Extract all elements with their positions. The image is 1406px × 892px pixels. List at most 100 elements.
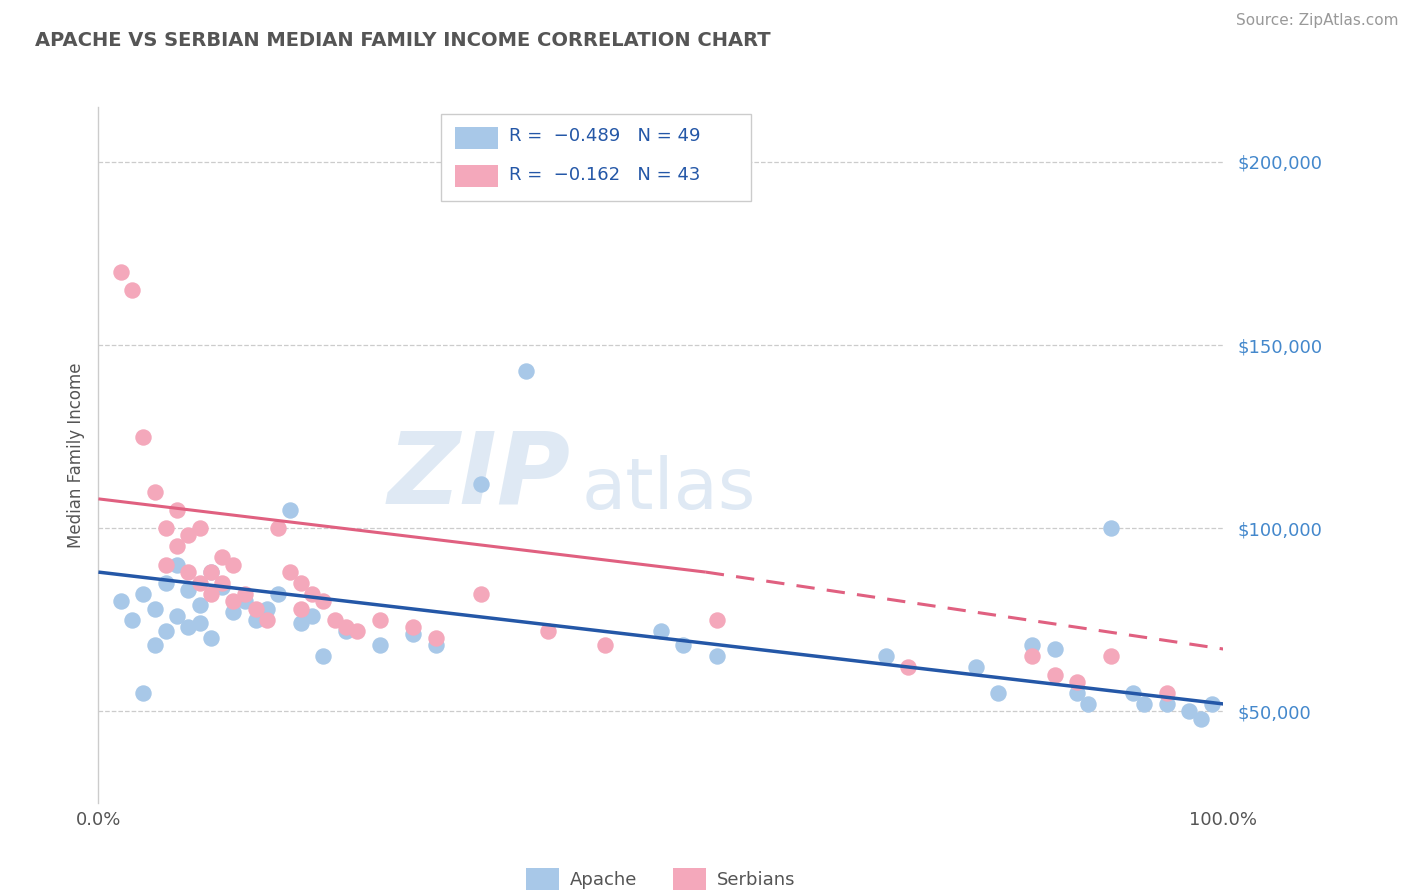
- Point: [335, 624, 357, 638]
- Point: [200, 565, 222, 579]
- Point: [1066, 675, 1088, 690]
- Point: [245, 601, 267, 615]
- Point: [425, 638, 447, 652]
- Point: [132, 587, 155, 601]
- Point: [166, 503, 188, 517]
- Point: [256, 613, 278, 627]
- Point: [368, 638, 391, 652]
- Point: [1156, 686, 1178, 700]
- Point: [1043, 642, 1066, 657]
- Point: [1077, 697, 1099, 711]
- Text: R =  −0.489   N = 49: R = −0.489 N = 49: [509, 128, 700, 145]
- Point: [1099, 521, 1122, 535]
- Point: [278, 503, 301, 517]
- Point: [267, 521, 290, 535]
- Point: [155, 521, 177, 535]
- Point: [211, 576, 233, 591]
- Point: [121, 613, 143, 627]
- Point: [312, 649, 335, 664]
- Point: [368, 613, 391, 627]
- Point: [222, 606, 245, 620]
- Point: [245, 613, 267, 627]
- Point: [290, 616, 312, 631]
- Point: [188, 576, 211, 591]
- Point: [143, 601, 166, 615]
- Point: [177, 583, 200, 598]
- Point: [166, 558, 188, 572]
- Point: [897, 660, 920, 674]
- Point: [166, 540, 188, 554]
- Point: [1178, 704, 1201, 718]
- Point: [537, 624, 560, 638]
- Point: [143, 484, 166, 499]
- Point: [132, 429, 155, 443]
- Point: [110, 265, 132, 279]
- Point: [166, 609, 188, 624]
- Y-axis label: Median Family Income: Median Family Income: [66, 362, 84, 548]
- Point: [278, 565, 301, 579]
- Point: [301, 609, 323, 624]
- Point: [200, 587, 222, 601]
- Point: [1201, 697, 1223, 711]
- Point: [188, 598, 211, 612]
- Point: [188, 616, 211, 631]
- Point: [256, 601, 278, 615]
- Point: [346, 624, 368, 638]
- Text: Source: ZipAtlas.com: Source: ZipAtlas.com: [1236, 13, 1399, 29]
- Point: [1043, 667, 1066, 681]
- Point: [233, 594, 256, 608]
- Point: [1021, 649, 1043, 664]
- Point: [402, 627, 425, 641]
- Point: [301, 587, 323, 601]
- Point: [155, 576, 177, 591]
- Text: ZIP: ZIP: [388, 427, 571, 524]
- Point: [1133, 697, 1156, 711]
- Point: [1099, 649, 1122, 664]
- Point: [110, 594, 132, 608]
- Point: [1122, 686, 1144, 700]
- Point: [177, 565, 200, 579]
- Point: [593, 638, 616, 652]
- Point: [267, 587, 290, 601]
- Point: [1021, 638, 1043, 652]
- Point: [672, 638, 695, 652]
- Text: R =  −0.162   N = 43: R = −0.162 N = 43: [509, 166, 700, 184]
- Point: [121, 283, 143, 297]
- Point: [335, 620, 357, 634]
- Point: [177, 528, 200, 542]
- Point: [1066, 686, 1088, 700]
- Point: [211, 580, 233, 594]
- Point: [155, 558, 177, 572]
- Point: [470, 587, 492, 601]
- Point: [1156, 697, 1178, 711]
- Point: [188, 521, 211, 535]
- Point: [222, 558, 245, 572]
- Text: APACHE VS SERBIAN MEDIAN FAMILY INCOME CORRELATION CHART: APACHE VS SERBIAN MEDIAN FAMILY INCOME C…: [35, 31, 770, 50]
- Bar: [456, 127, 498, 149]
- Point: [650, 624, 672, 638]
- Point: [875, 649, 897, 664]
- Point: [177, 620, 200, 634]
- Point: [402, 620, 425, 634]
- Bar: [456, 165, 498, 187]
- Point: [987, 686, 1010, 700]
- Point: [312, 594, 335, 608]
- Bar: [441, 114, 751, 201]
- Point: [425, 631, 447, 645]
- Point: [323, 613, 346, 627]
- Point: [200, 565, 222, 579]
- Point: [515, 364, 537, 378]
- Point: [233, 587, 256, 601]
- Point: [155, 624, 177, 638]
- Point: [222, 594, 245, 608]
- Point: [470, 477, 492, 491]
- Point: [706, 613, 728, 627]
- Point: [706, 649, 728, 664]
- Text: atlas: atlas: [582, 455, 756, 524]
- Point: [1189, 712, 1212, 726]
- Point: [290, 576, 312, 591]
- Point: [211, 550, 233, 565]
- Point: [143, 638, 166, 652]
- Point: [200, 631, 222, 645]
- Legend: Apache, Serbians: Apache, Serbians: [519, 861, 803, 892]
